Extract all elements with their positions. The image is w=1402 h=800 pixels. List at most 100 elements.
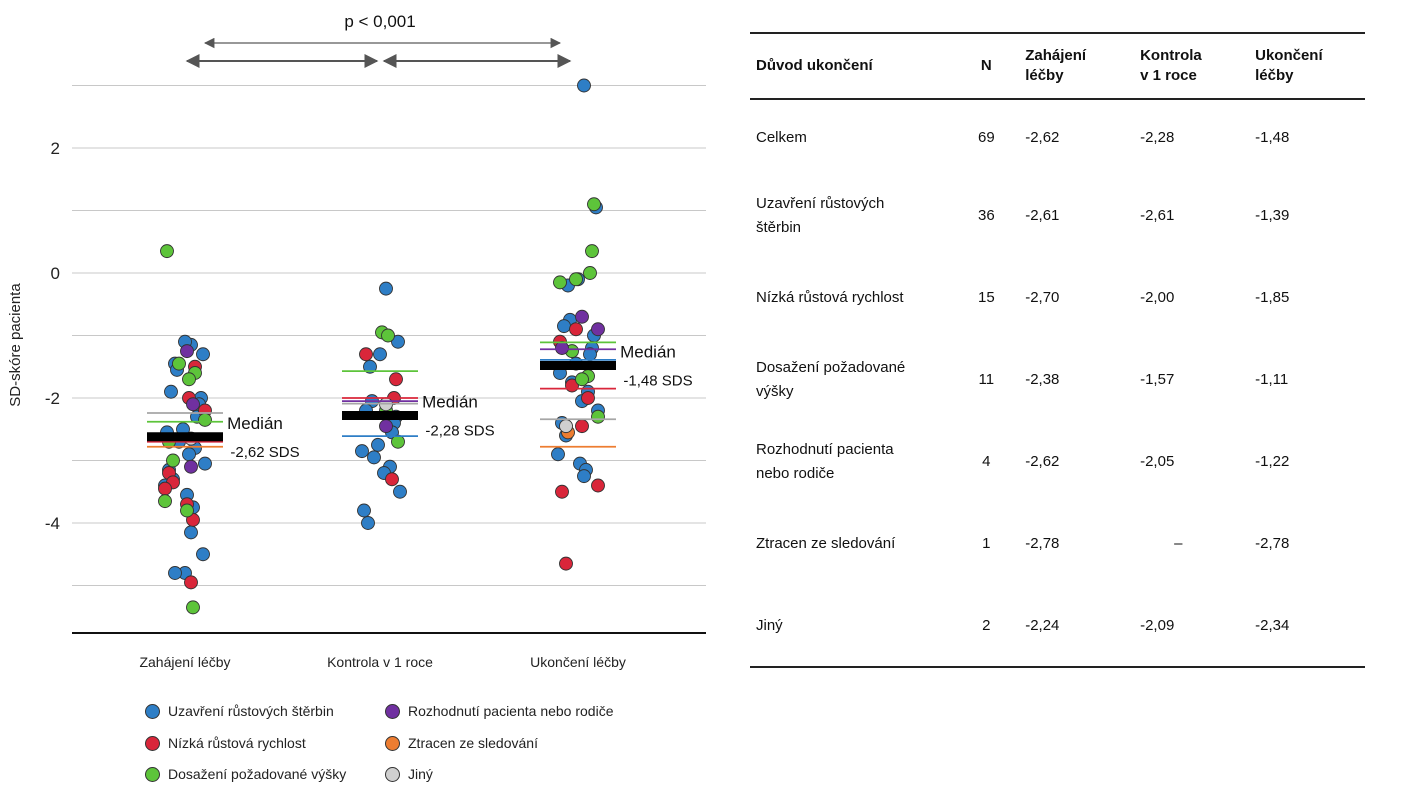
data-point xyxy=(391,334,405,349)
data-point xyxy=(357,503,371,518)
cell-reason: Jiný xyxy=(756,616,783,634)
data-point xyxy=(569,272,583,287)
data-point xyxy=(186,600,200,615)
cell-n: 2 xyxy=(982,616,991,634)
legend-label: Dosažení požadované výšky xyxy=(168,766,347,782)
data-point xyxy=(373,347,387,362)
table-row: Uzavření růstových štěrbin 36 -2,61 -2,61… xyxy=(750,175,1365,257)
legend-dot-icon xyxy=(145,703,160,719)
table-row: Jiný 2 -2,24 -2,09 -2,34 xyxy=(750,585,1365,667)
cell-start: -2,62 xyxy=(1025,128,1060,146)
legend-item-jiny: Jiný xyxy=(385,766,433,782)
median-bar xyxy=(342,411,418,420)
table-header-row: Důvod ukončení N Zahájení léčby Kontrola v… xyxy=(750,33,1365,99)
legend-label: Rozhodnutí pacienta nebo rodiče xyxy=(408,703,614,719)
table-row: Dosažení požadované výšky 11 -2,38 -1,57 … xyxy=(750,339,1365,421)
data-point xyxy=(557,319,571,334)
data-point xyxy=(577,469,591,484)
data-point xyxy=(196,347,210,362)
header-end: Ukončení léčby xyxy=(1255,47,1323,84)
legend-item-dosazeni: Dosažení požadované výšky xyxy=(145,766,346,782)
data-point xyxy=(180,344,194,359)
legend-dot-icon xyxy=(385,703,400,719)
data-point xyxy=(559,556,573,571)
cell-end: -1,85 xyxy=(1255,289,1290,306)
y-tick-label: 0 xyxy=(51,264,60,283)
data-point xyxy=(551,447,565,462)
cell-control: -2,05 xyxy=(1140,453,1175,470)
data-point xyxy=(555,484,569,499)
data-point xyxy=(198,456,212,471)
cell-end: -1,39 xyxy=(1255,207,1290,224)
data-point xyxy=(569,322,583,337)
header-start: Zahájení léčby xyxy=(1025,47,1087,84)
legend-item-uzavreni: Uzavření růstových štěrbin xyxy=(145,703,334,719)
header-n: N xyxy=(980,57,992,74)
cell-reason: Dosažení požadované výšky xyxy=(756,359,906,400)
cell-end: -1,22 xyxy=(1255,453,1290,470)
significance-label: p < 0,001 xyxy=(344,12,415,31)
y-tick-label: -4 xyxy=(45,514,60,533)
legend-item-nizka: Nízká růstová rychlost xyxy=(145,735,306,751)
cell-end: -2,34 xyxy=(1255,616,1290,634)
data-point xyxy=(581,391,595,405)
median-value-label: -1,48 SDS xyxy=(623,373,692,390)
cell-start: -2,78 xyxy=(1025,535,1060,552)
cell-control: -2,00 xyxy=(1140,289,1175,306)
cell-reason: Rozhodnutí pacienta nebo rodiče xyxy=(756,441,894,482)
cell-n: 69 xyxy=(977,128,995,146)
data-point xyxy=(186,397,200,412)
data-point xyxy=(160,244,174,259)
cell-control: – xyxy=(1174,535,1183,552)
data-point xyxy=(577,78,591,93)
data-point xyxy=(198,412,212,427)
x-tick-label: Kontrola v 1 roce xyxy=(327,654,433,670)
data-point xyxy=(184,575,198,590)
cell-n: 4 xyxy=(982,453,991,470)
data-point xyxy=(381,328,395,343)
cell-reason: Ztracen ze sledování xyxy=(756,535,896,552)
cell-start: -2,61 xyxy=(1025,207,1060,224)
cell-n: 15 xyxy=(977,289,995,306)
x-tick-label: Ukončení léčby xyxy=(530,654,626,670)
y-axis-label: SD-skóre pacienta xyxy=(7,283,24,407)
cell-start: -2,62 xyxy=(1025,453,1060,470)
median-label: Medián xyxy=(620,343,676,362)
table-row: Celkem 69 -2,62 -2,28 -1,48 xyxy=(750,99,1365,175)
data-point xyxy=(587,197,601,212)
data-point xyxy=(575,309,589,324)
data-point xyxy=(361,516,375,530)
data-point xyxy=(363,359,377,374)
cell-reason: Celkem xyxy=(756,128,807,146)
data-point xyxy=(371,437,385,452)
data-point xyxy=(184,525,198,540)
data-point xyxy=(385,472,399,487)
chart-legend: Uzavření růstových štěrbin Rozhodnutí pa… xyxy=(140,698,700,793)
data-point xyxy=(389,372,403,387)
data-point xyxy=(585,244,599,259)
legend-label: Ztracen ze sledování xyxy=(408,735,538,751)
data-point xyxy=(393,484,407,499)
data-point xyxy=(172,356,186,371)
cell-end: -1,48 xyxy=(1255,128,1290,146)
legend-dot-icon xyxy=(385,766,400,782)
cell-start: -2,70 xyxy=(1025,289,1060,306)
table-row: Nízká růstová rychlost 15 -2,70 -2,00 -1… xyxy=(750,257,1365,339)
summary-table: Důvod ukončení N Zahájení léčby Kontrola v… xyxy=(750,32,1365,668)
legend-item-ztracen: Ztracen ze sledování xyxy=(385,735,538,751)
data-point xyxy=(359,347,373,362)
data-point xyxy=(164,384,178,399)
header-reason: Důvod ukončení xyxy=(756,57,873,74)
data-point xyxy=(555,341,569,355)
x-tick-label: Zahájení léčby xyxy=(139,654,230,670)
legend-item-rozhodnuti: Rozhodnutí pacienta nebo rodiče xyxy=(385,703,613,719)
cell-n: 1 xyxy=(982,535,991,552)
data-point xyxy=(158,481,172,496)
data-point xyxy=(182,372,196,387)
data-point xyxy=(591,478,605,493)
legend-label: Nízká růstová rychlost xyxy=(168,735,306,751)
data-point xyxy=(553,275,567,290)
data-point xyxy=(591,409,605,424)
data-point xyxy=(379,281,393,296)
cell-n: 11 xyxy=(978,371,995,388)
